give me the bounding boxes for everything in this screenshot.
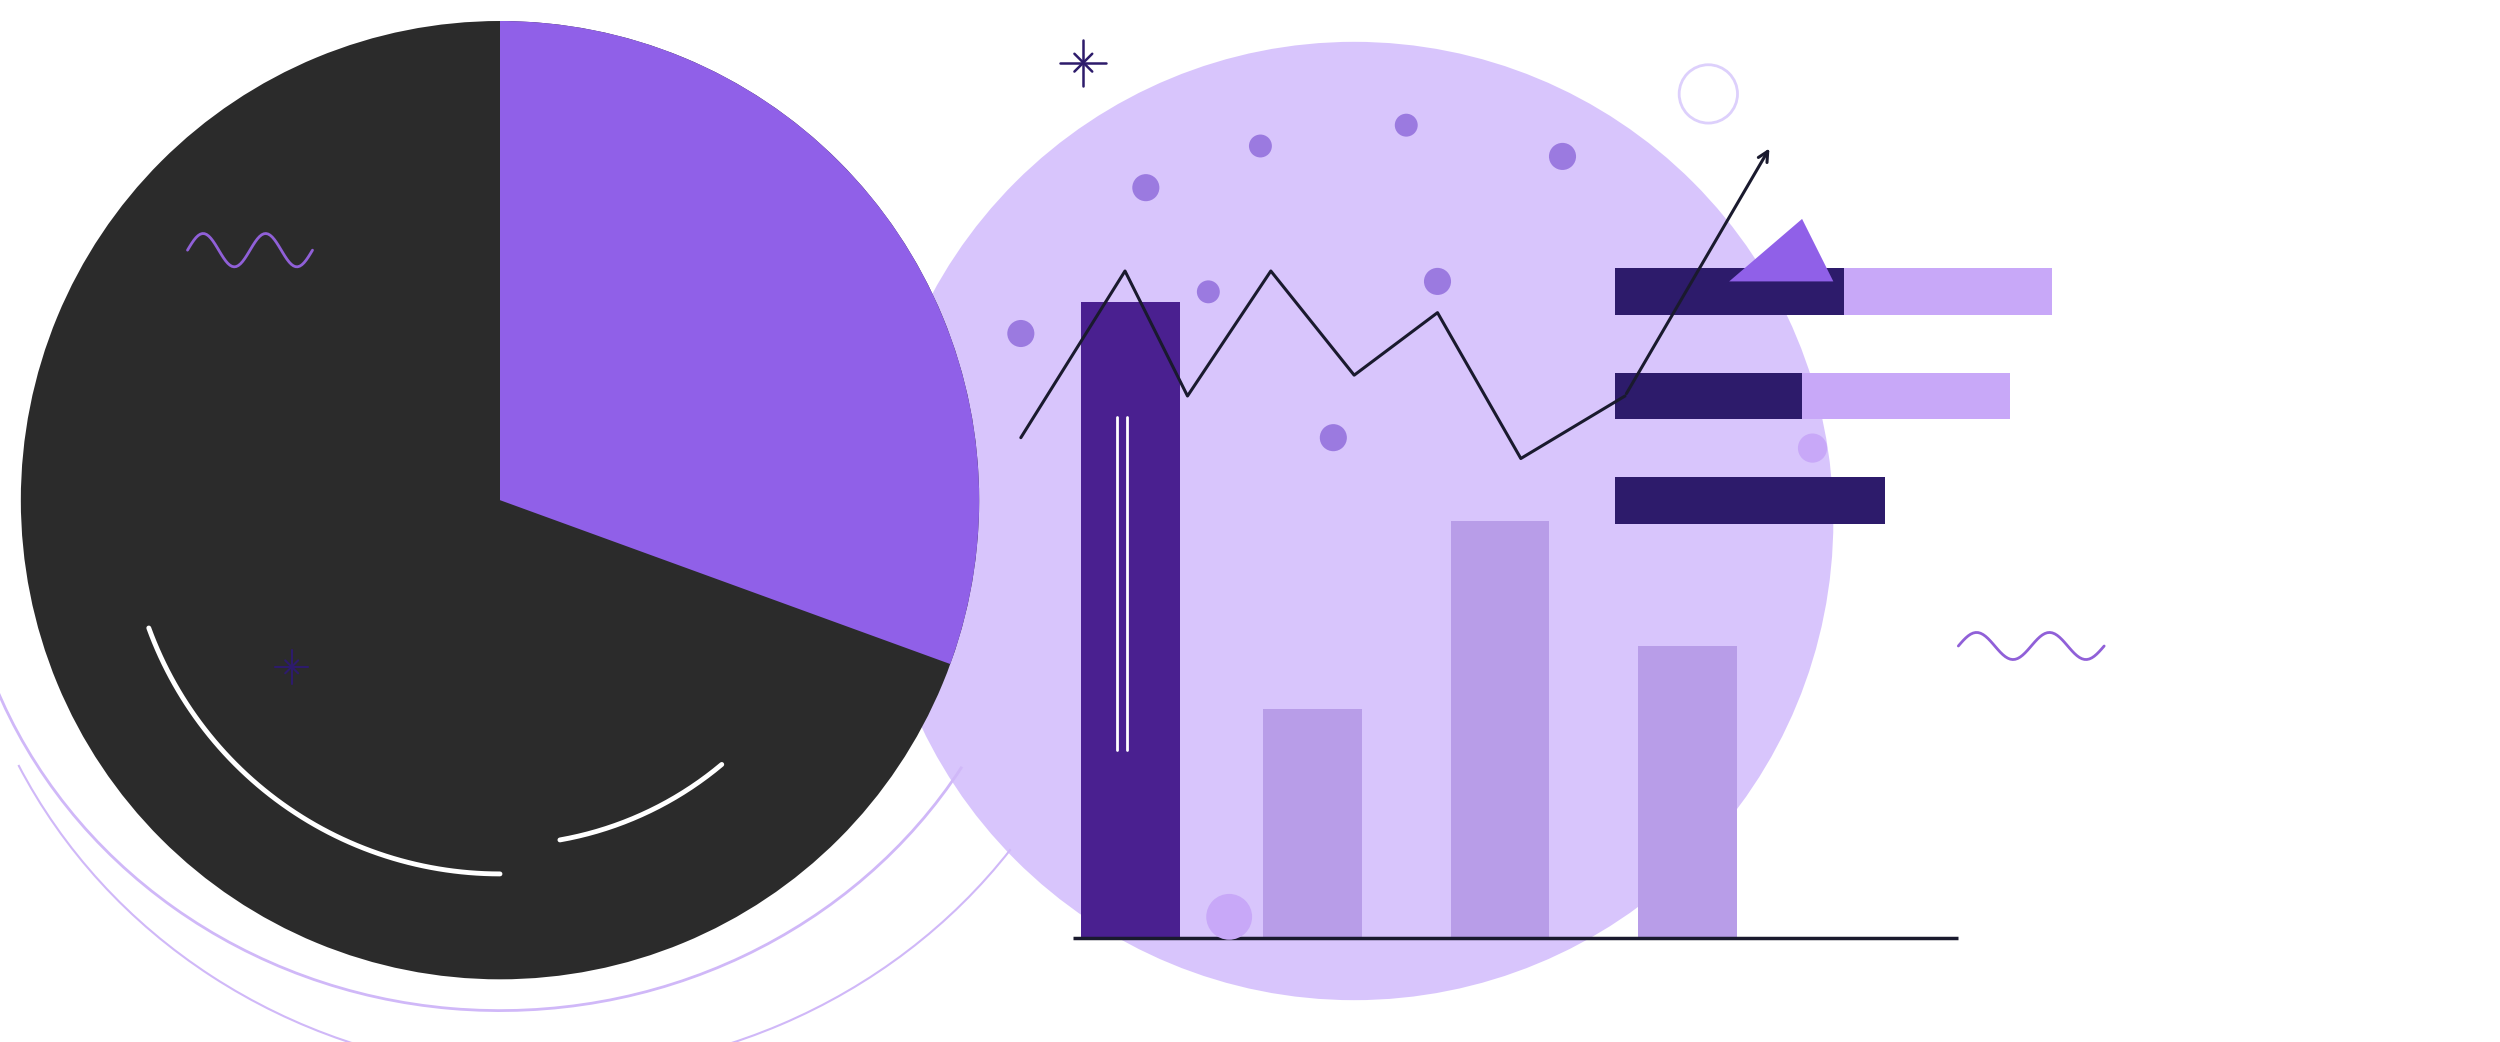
Circle shape <box>1395 114 1418 137</box>
Circle shape <box>1132 174 1160 201</box>
Bar <box>1615 477 1885 523</box>
Polygon shape <box>1730 146 1770 188</box>
Circle shape <box>1320 424 1348 451</box>
Bar <box>1080 302 1180 938</box>
Bar <box>1262 709 1362 938</box>
Bar <box>1845 269 2052 316</box>
Wedge shape <box>20 21 980 979</box>
Circle shape <box>1798 433 1828 463</box>
Bar <box>1638 646 1737 938</box>
Bar <box>1802 373 2010 420</box>
Circle shape <box>1008 320 1035 347</box>
Circle shape <box>1198 280 1220 303</box>
Bar <box>1615 269 1845 316</box>
Bar <box>1450 521 1550 938</box>
Circle shape <box>1208 894 1252 940</box>
Circle shape <box>875 42 1832 1000</box>
Circle shape <box>1550 143 1575 170</box>
Wedge shape <box>500 21 980 664</box>
Bar <box>1615 373 1802 420</box>
Circle shape <box>1425 268 1450 295</box>
Circle shape <box>1250 134 1272 157</box>
Polygon shape <box>1730 219 1832 281</box>
